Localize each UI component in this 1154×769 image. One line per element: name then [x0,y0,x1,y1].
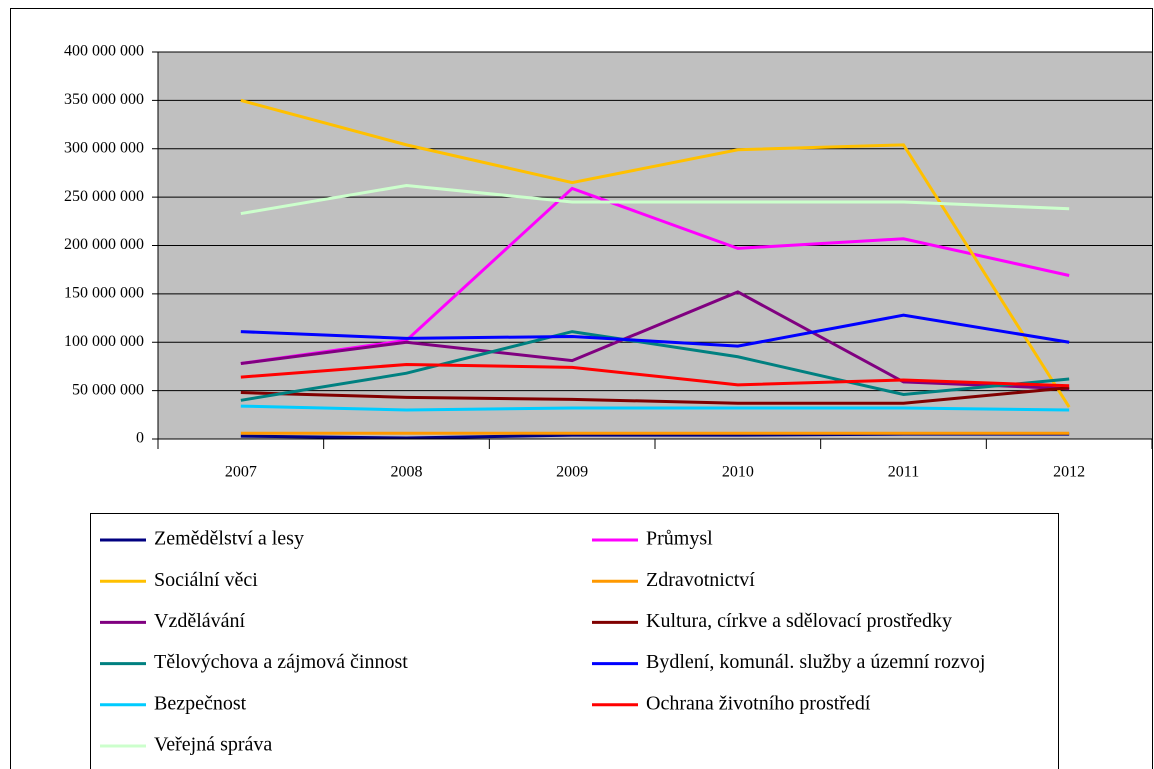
series-line [240,363,1070,388]
series-line [240,290,1070,391]
legend-label: Bezpečnost [154,692,247,714]
legend-label: Kultura, církve a sdělovací prostředky [646,610,952,632]
x-tick-label: 2012 [1053,464,1085,481]
legend-label: Tělovýchova a zájmová činnost [154,651,408,673]
y-tick-label: 100 000 000 [64,333,144,350]
y-tick-label: 300 000 000 [64,139,144,156]
y-tick-label: 400 000 000 [64,43,144,60]
legend-label: Bydlení, komunál. služby a územní rozvoj [646,651,985,673]
legend-label: Veřejná správa [154,734,272,756]
x-tick-label: 2007 [225,464,257,481]
y-tick-label: 0 [136,430,144,447]
x-tick-label: 2008 [391,464,423,481]
legend-label: Sociální věci [154,569,258,591]
legend-label: Průmysl [646,528,713,550]
y-tick-label: 350 000 000 [64,91,144,108]
series-line [240,404,1070,412]
y-tick-label: 250 000 000 [64,188,144,205]
series-line [240,186,1070,366]
series-line [240,386,1070,405]
y-tick-label: 50 000 000 [72,381,144,398]
legend-label: Vzdělávání [154,610,246,632]
y-tick-label: 150 000 000 [64,285,144,302]
x-tick-label: 2009 [556,464,588,481]
series-line [240,98,1071,408]
legend-label: Zdravotnictví [646,569,755,591]
series-line [240,184,1070,216]
series-line [240,330,1070,402]
legend-label: Zemědělství a lesy [154,528,304,550]
x-tick-label: 2010 [722,464,754,481]
x-tick-label: 2011 [888,464,919,481]
series-line [240,313,1070,348]
legend-box [90,513,1059,769]
legend-label: Ochrana životního prostředí [646,692,871,714]
y-tick-label: 200 000 000 [64,236,144,253]
